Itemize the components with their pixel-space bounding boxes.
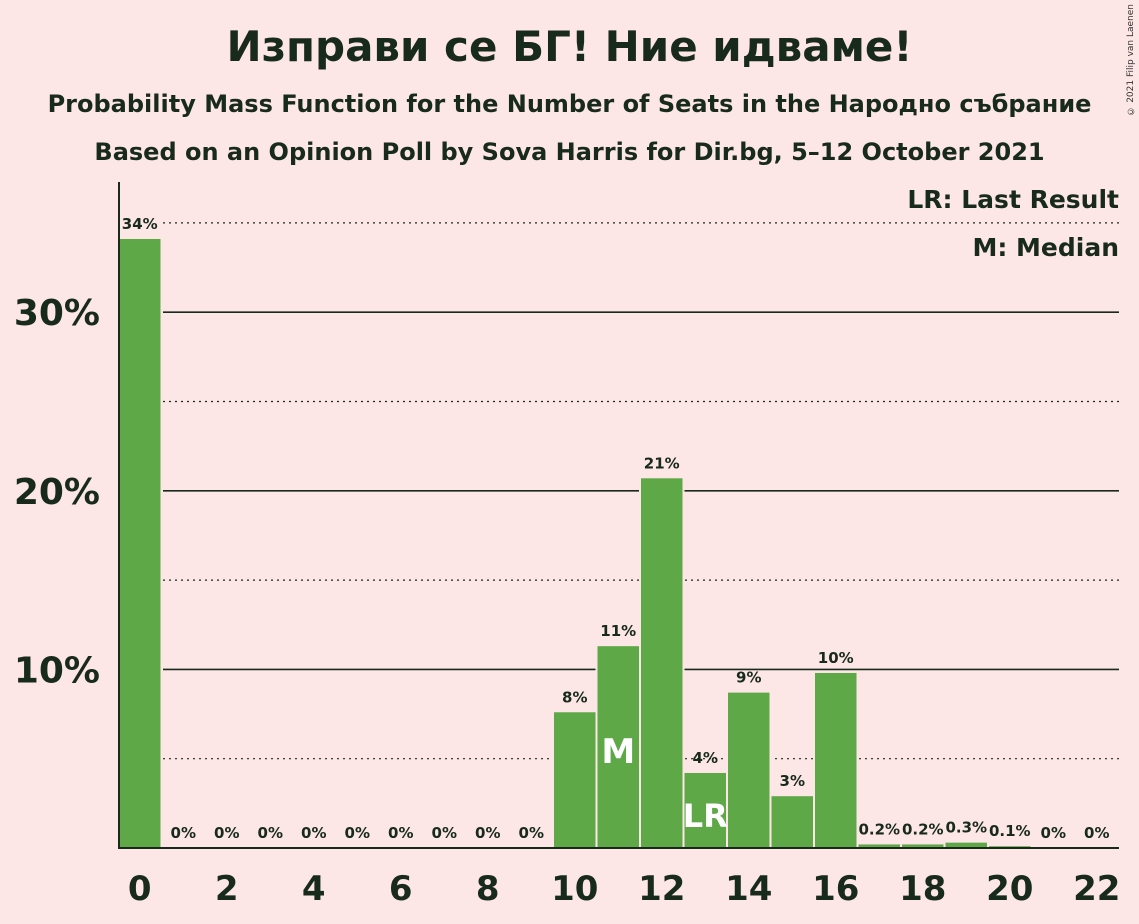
y-tick-label: 30% xyxy=(14,293,100,334)
chart-title: Изправи се БГ! Ние идваме! xyxy=(226,22,913,71)
bar-seat-18 xyxy=(902,844,944,848)
bar-value-label: 3% xyxy=(780,772,805,790)
bar-value-label: 4% xyxy=(693,749,718,767)
bar-value-label: 0% xyxy=(171,824,196,842)
bar-seat-12 xyxy=(641,478,683,848)
x-tick-label: 0 xyxy=(128,869,152,909)
bar-value-label: 0% xyxy=(214,824,239,842)
bar-seat-13 xyxy=(684,772,726,848)
legend-last-result: LR: Last Result xyxy=(907,185,1119,214)
bar-value-label: 0% xyxy=(388,824,413,842)
bar-value-label: 0.2% xyxy=(902,820,944,838)
x-tick-label: 2 xyxy=(215,869,239,909)
x-tick-label: 18 xyxy=(899,869,946,909)
legend-median: M: Median xyxy=(972,233,1119,262)
bar-value-label: 34% xyxy=(122,215,158,233)
bar-seat-11 xyxy=(597,646,639,848)
bar-value-label: 11% xyxy=(600,622,636,640)
bar-value-label: 0% xyxy=(432,824,457,842)
x-tick-label: 4 xyxy=(302,869,326,909)
bar-seat-16 xyxy=(815,672,857,848)
chart-source-subtitle: Based on an Opinion Poll by Sova Harris … xyxy=(94,138,1045,166)
y-tick-label: 20% xyxy=(14,472,100,513)
bar-seat-17 xyxy=(858,844,900,848)
bar-value-label: 0% xyxy=(345,824,370,842)
bar-seat-0 xyxy=(119,238,161,848)
bar-seat-10 xyxy=(554,712,596,848)
bar-value-label: 0% xyxy=(475,824,500,842)
bar-value-label: 0% xyxy=(258,824,283,842)
x-tick-label: 8 xyxy=(476,869,500,909)
chart-subtitle: Probability Mass Function for the Number… xyxy=(47,90,1092,118)
x-tick-label: 16 xyxy=(812,869,859,909)
x-tick-label: 6 xyxy=(389,869,413,909)
bar-value-label: 0% xyxy=(1041,824,1066,842)
last-result-marker: LR xyxy=(683,797,728,835)
bar-seat-14 xyxy=(728,692,770,848)
bar-value-label: 21% xyxy=(644,454,680,472)
bar-value-label: 0% xyxy=(301,824,326,842)
bar-value-label: 0.1% xyxy=(989,822,1031,840)
x-tick-label: 12 xyxy=(638,869,685,909)
bar-value-label: 0% xyxy=(519,824,544,842)
median-marker: M xyxy=(601,732,635,772)
bar-value-label: 10% xyxy=(818,649,854,667)
bar-value-label: 0% xyxy=(1084,824,1109,842)
bar-value-label: 0.3% xyxy=(945,819,987,837)
bar-value-label: 9% xyxy=(736,669,761,687)
bar-seat-19 xyxy=(945,842,987,848)
x-tick-label: 20 xyxy=(986,869,1033,909)
x-tick-label: 14 xyxy=(725,869,772,909)
bar-value-label: 8% xyxy=(562,688,587,706)
bar-seat-15 xyxy=(771,796,813,848)
x-tick-label: 10 xyxy=(551,869,598,909)
x-tick-label: 22 xyxy=(1073,869,1120,909)
y-tick-label: 10% xyxy=(14,650,100,691)
bar-value-label: 0.2% xyxy=(858,820,900,838)
